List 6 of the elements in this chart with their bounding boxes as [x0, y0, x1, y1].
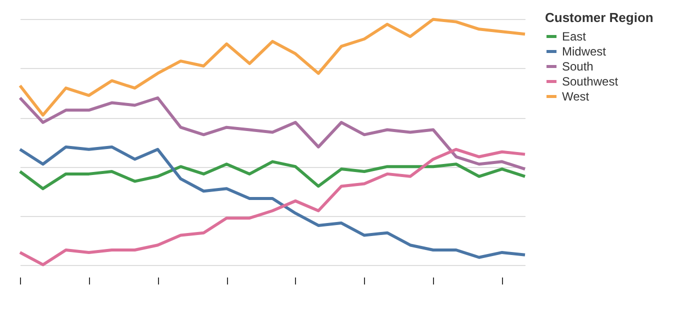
legend-label: Midwest: [562, 44, 607, 58]
legend-label: East: [562, 30, 587, 44]
legend-title: Customer Region: [545, 10, 654, 25]
legend-label: Southwest: [562, 74, 619, 88]
legend-label: South: [562, 60, 594, 74]
legend-label: West: [562, 90, 590, 104]
